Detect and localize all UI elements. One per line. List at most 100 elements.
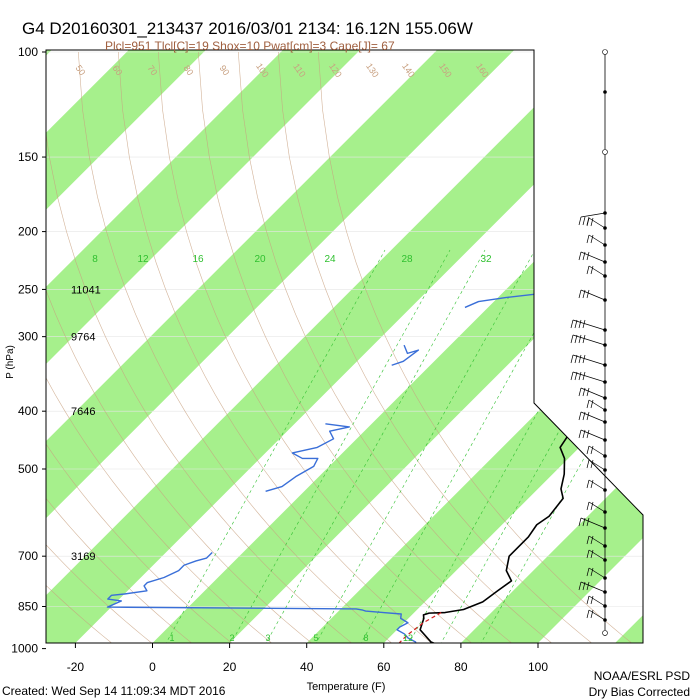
temperature-band — [276, 50, 643, 643]
mixing-ratio-label: 28 — [401, 254, 413, 265]
wind-barb-feather — [586, 517, 590, 527]
dry-adiabat-label: 80 — [181, 63, 195, 77]
x-tick-label: -20 — [67, 660, 85, 674]
wind-barb — [588, 459, 606, 471]
wind-barb-feather — [590, 265, 594, 275]
dry-adiabat-line — [46, 51, 295, 643]
wind-barb-feather — [570, 371, 574, 381]
wind-barb-feather — [582, 289, 586, 299]
wind-barb — [588, 501, 606, 513]
wind-barb-feather — [582, 429, 586, 439]
wind-barb-column — [570, 49, 608, 636]
wind-barb-feather — [586, 387, 590, 397]
mixing-ratio-label: 2 — [229, 633, 234, 643]
dry-adiabat-label: 60 — [110, 63, 124, 77]
wind-station-marker — [602, 630, 608, 636]
wind-barb-feather — [586, 535, 590, 545]
wind-barb-feather — [582, 251, 586, 261]
wind-barb-feather — [574, 334, 578, 344]
dry-adiabat-label: 70 — [145, 63, 159, 77]
stability-indices: Plcl=951 Tlcl[C]=19 Shox=10 Pwat[cm]=3 C… — [105, 39, 395, 53]
wind-barb-feather — [586, 399, 590, 409]
wind-barb-feather — [586, 251, 590, 261]
height-label: 9764 — [71, 332, 95, 344]
y-tick-label: 700 — [18, 549, 38, 563]
series-parcel — [393, 611, 442, 643]
wind-station-marker — [602, 49, 608, 55]
wind-barb-feather — [590, 459, 594, 469]
wind-barb — [580, 289, 606, 301]
wind-barb-feather — [582, 581, 586, 591]
wind-barb — [588, 535, 606, 547]
wind-barb-feather — [586, 595, 590, 605]
y-tick-label: 1000 — [11, 642, 38, 656]
y-tick-label: 500 — [18, 462, 38, 476]
y-tick-label: 400 — [18, 404, 38, 418]
temperature-band — [46, 50, 262, 643]
wind-barb-feather — [586, 501, 590, 511]
temperature-bands — [46, 50, 643, 643]
x-axis: -20 0 20 40 60 80 100 — [67, 643, 548, 674]
wind-barb-feather — [570, 354, 574, 364]
wind-barb — [588, 479, 606, 491]
mixing-ratio-label: 32 — [480, 254, 492, 265]
wind-barb-feather — [570, 334, 574, 344]
wind-barb-feather — [582, 517, 586, 527]
wind-barb — [588, 234, 606, 246]
mixing-ratio-label: 16 — [192, 254, 204, 265]
series-dewpoint — [106, 551, 418, 643]
wind-barb-feather — [590, 501, 594, 511]
wind-barb-feather — [582, 334, 586, 344]
mixing-ratio-label: 3 — [265, 633, 270, 643]
temperature-band — [122, 50, 643, 643]
wind-barb-feather — [578, 411, 582, 421]
chart-title: G4 D20160301_213437 2016/03/01 2134: 16.… — [22, 19, 473, 38]
wind-barb — [580, 411, 606, 423]
mixing-ratio-label: 12 — [137, 254, 149, 265]
wind-barb-feather — [590, 609, 594, 619]
x-tick-label: 40 — [300, 660, 314, 674]
wind-barb-feather — [590, 549, 594, 559]
wind-barb — [588, 549, 606, 561]
dry-adiabat-line — [46, 51, 255, 643]
correction-label: Dry Bias Corrected — [589, 685, 690, 699]
mixing-ratio-label: 1 — [169, 633, 174, 643]
dry-adiabat-label: 90 — [217, 63, 231, 77]
y-tick-label: 200 — [18, 225, 38, 239]
y-axis: 100 150 200 250 300 400 500 700 850 1000 — [11, 45, 46, 656]
height-label: 7646 — [71, 406, 95, 418]
wind-barb-feather — [578, 387, 582, 397]
wind-barb-feather — [586, 234, 590, 244]
series-dewpoint-300 — [391, 344, 420, 366]
wind-barb — [580, 251, 606, 263]
wind-barb-feather — [586, 265, 590, 275]
wind-barb — [580, 212, 606, 218]
mixing-ratio-label: 8 — [92, 254, 98, 265]
wind-barb-feather — [578, 429, 582, 439]
x-tick-label: 100 — [528, 660, 548, 674]
wind-barb-feather — [586, 429, 590, 439]
series-dewpoint-upper — [265, 423, 351, 493]
created-timestamp: Created: Wed Sep 14 11:09:34 MDT 2016 — [2, 684, 226, 698]
wind-barb-feather — [586, 289, 590, 299]
wind-barb-feather — [586, 459, 590, 469]
mixing-ratio-label: 12 — [403, 633, 413, 643]
wind-barb-feather — [590, 445, 594, 455]
wind-barb-feather — [586, 411, 590, 421]
wind-barb-feather — [578, 319, 582, 329]
y-tick-label: 250 — [18, 282, 38, 296]
x-axis-label: Temperature (F) — [307, 681, 386, 693]
y-axis-label: P (hPa) — [5, 345, 16, 379]
wind-barb — [580, 429, 606, 441]
mixing-ratio-label: 24 — [324, 254, 336, 265]
wind-station-marker — [602, 149, 608, 155]
temperature-band — [46, 50, 571, 643]
wind-barb-feather — [582, 319, 586, 329]
dry-adiabat-line — [237, 51, 575, 643]
wind-barb-feather — [578, 289, 582, 299]
org-label: NOAA/ESRL PSD — [594, 669, 691, 683]
mixing-ratio-label: 8 — [363, 633, 368, 643]
wind-barb — [580, 387, 606, 399]
wind-barb — [572, 371, 606, 383]
wind-barb-feather — [578, 334, 582, 344]
